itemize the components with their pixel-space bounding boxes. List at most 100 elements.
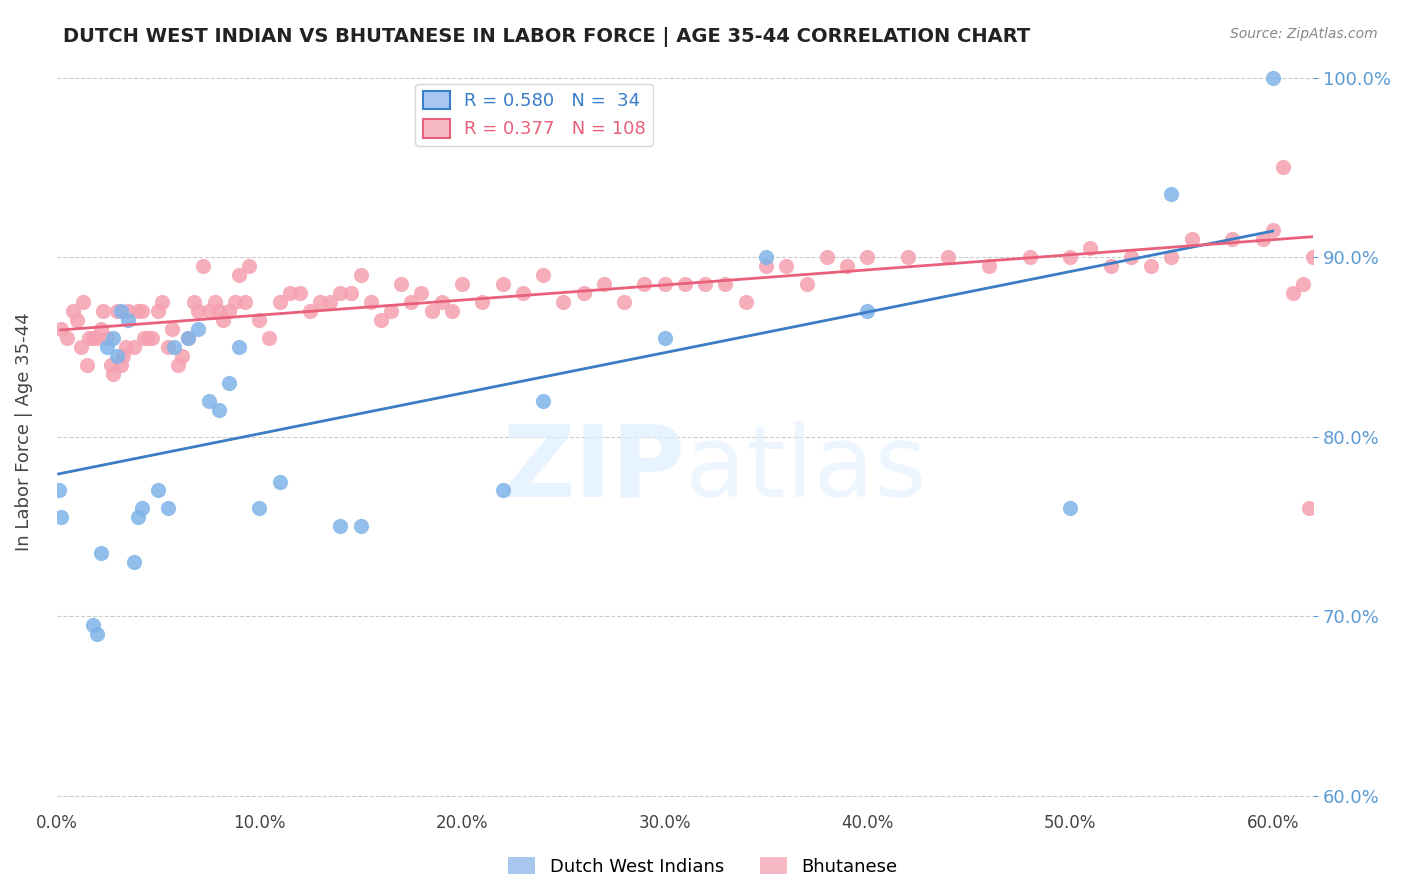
Point bbox=[1282, 285, 1305, 300]
Point bbox=[1261, 223, 1284, 237]
Point bbox=[117, 304, 139, 318]
Point bbox=[278, 285, 301, 300]
Point bbox=[592, 277, 614, 291]
Point bbox=[259, 331, 281, 345]
Point bbox=[197, 393, 219, 408]
Point bbox=[775, 259, 797, 273]
Point bbox=[228, 340, 250, 354]
Point bbox=[1160, 250, 1182, 264]
Point bbox=[103, 367, 125, 381]
Point bbox=[77, 331, 100, 345]
Point bbox=[319, 295, 342, 310]
Point bbox=[90, 322, 112, 336]
Point bbox=[856, 304, 879, 318]
Point bbox=[755, 259, 778, 273]
Point bbox=[218, 304, 240, 318]
Point bbox=[714, 277, 737, 291]
Y-axis label: In Labor Force | Age 35-44: In Labor Force | Age 35-44 bbox=[15, 313, 32, 551]
Point bbox=[451, 277, 474, 291]
Point bbox=[491, 277, 513, 291]
Point bbox=[110, 304, 132, 318]
Point bbox=[72, 295, 94, 310]
Text: Source: ZipAtlas.com: Source: ZipAtlas.com bbox=[1230, 27, 1378, 41]
Point bbox=[815, 250, 838, 264]
Point bbox=[269, 295, 291, 310]
Point bbox=[86, 331, 108, 345]
Point bbox=[107, 304, 129, 318]
Point bbox=[211, 313, 233, 327]
Point bbox=[146, 483, 169, 498]
Point bbox=[1220, 232, 1243, 246]
Point bbox=[70, 340, 93, 354]
Point bbox=[339, 285, 361, 300]
Point bbox=[1018, 250, 1040, 264]
Point bbox=[157, 340, 180, 354]
Point bbox=[150, 295, 173, 310]
Point bbox=[157, 501, 180, 516]
Point bbox=[755, 250, 778, 264]
Point bbox=[114, 340, 136, 354]
Text: DUTCH WEST INDIAN VS BHUTANESE IN LABOR FORCE | AGE 35-44 CORRELATION CHART: DUTCH WEST INDIAN VS BHUTANESE IN LABOR … bbox=[63, 27, 1031, 46]
Point bbox=[350, 268, 373, 282]
Legend: Dutch West Indians, Bhutanese: Dutch West Indians, Bhutanese bbox=[501, 850, 905, 883]
Point bbox=[49, 510, 72, 524]
Point bbox=[177, 331, 200, 345]
Point bbox=[208, 304, 231, 318]
Point bbox=[96, 340, 118, 354]
Point bbox=[512, 285, 534, 300]
Point bbox=[96, 331, 118, 345]
Point bbox=[238, 259, 260, 273]
Point bbox=[835, 259, 858, 273]
Point bbox=[160, 322, 183, 336]
Point bbox=[420, 304, 443, 318]
Point bbox=[228, 268, 250, 282]
Point bbox=[430, 295, 453, 310]
Point bbox=[107, 349, 129, 363]
Point bbox=[131, 304, 153, 318]
Point bbox=[531, 393, 554, 408]
Point bbox=[654, 331, 676, 345]
Point bbox=[103, 331, 125, 345]
Point bbox=[1160, 187, 1182, 202]
Point bbox=[1140, 259, 1163, 273]
Point bbox=[613, 295, 636, 310]
Point bbox=[76, 358, 98, 372]
Point bbox=[55, 331, 77, 345]
Point bbox=[329, 285, 352, 300]
Point bbox=[1181, 232, 1204, 246]
Point bbox=[224, 295, 246, 310]
Point bbox=[1119, 250, 1142, 264]
Point bbox=[122, 340, 145, 354]
Point bbox=[163, 340, 186, 354]
Point bbox=[82, 618, 104, 632]
Point bbox=[309, 295, 332, 310]
Point bbox=[1362, 196, 1385, 211]
Point bbox=[856, 250, 879, 264]
Point bbox=[938, 250, 960, 264]
Point bbox=[247, 313, 270, 327]
Point bbox=[167, 358, 190, 372]
Point bbox=[673, 277, 696, 291]
Point bbox=[136, 331, 159, 345]
Point bbox=[132, 331, 155, 345]
Point bbox=[90, 546, 112, 560]
Point bbox=[1302, 250, 1324, 264]
Point bbox=[329, 519, 352, 533]
Point bbox=[370, 313, 392, 327]
Point bbox=[82, 331, 104, 345]
Point bbox=[187, 322, 209, 336]
Point bbox=[191, 259, 214, 273]
Point bbox=[531, 268, 554, 282]
Point bbox=[117, 313, 139, 327]
Point bbox=[1099, 259, 1122, 273]
Point bbox=[1261, 70, 1284, 85]
Point bbox=[1292, 277, 1315, 291]
Point bbox=[177, 331, 200, 345]
Point bbox=[247, 501, 270, 516]
Point bbox=[86, 627, 108, 641]
Point bbox=[204, 295, 226, 310]
Text: atlas: atlas bbox=[685, 421, 927, 518]
Point bbox=[127, 510, 149, 524]
Point bbox=[66, 313, 89, 327]
Point bbox=[100, 358, 122, 372]
